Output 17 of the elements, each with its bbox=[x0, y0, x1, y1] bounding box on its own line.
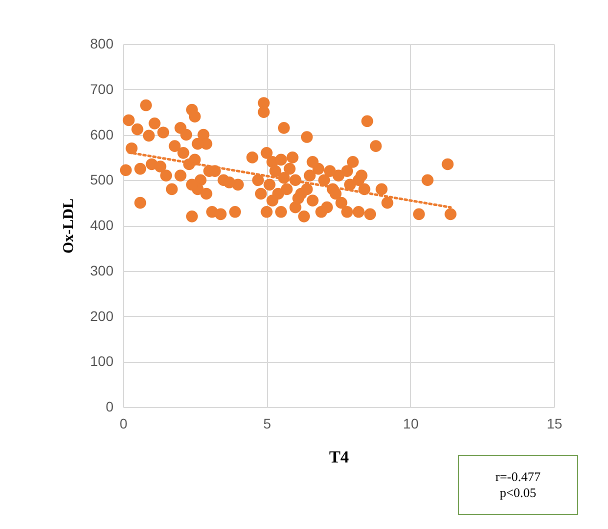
y-tick-label: 800 bbox=[90, 36, 114, 52]
x-tick-label: 0 bbox=[120, 416, 128, 432]
y-tick-label: 600 bbox=[90, 126, 114, 142]
x-tick-label: 5 bbox=[263, 416, 272, 432]
y-tick-label: 700 bbox=[90, 80, 114, 97]
text: p<0.05 bbox=[498, 485, 538, 501]
x-tick-label: 10 bbox=[403, 416, 419, 432]
y-tick-label: 500 bbox=[90, 172, 114, 188]
y-tick-label: 100 bbox=[90, 353, 114, 370]
y-tick-label: 200 bbox=[90, 308, 114, 324]
y-tick-label: 400 bbox=[90, 217, 114, 233]
text: r=-0.477 bbox=[494, 469, 542, 485]
x-tick-label: 15 bbox=[546, 416, 562, 432]
y-tick-label: 300 bbox=[90, 262, 114, 278]
y-axis-title: Ox-LDL bbox=[61, 198, 78, 254]
x-axis-title: T4 bbox=[329, 448, 350, 466]
y-tick-label: 0 bbox=[106, 398, 114, 414]
